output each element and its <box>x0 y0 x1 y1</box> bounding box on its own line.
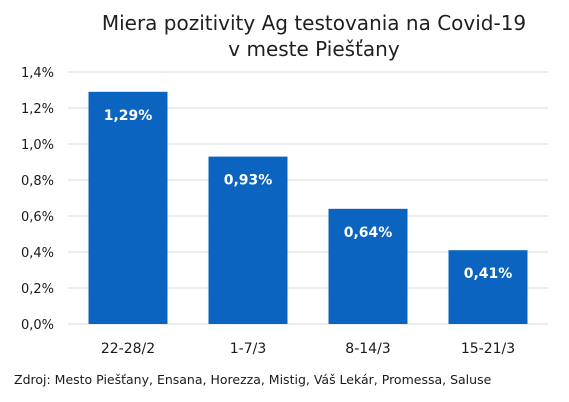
y-tick-label: 1,2% <box>21 102 54 117</box>
y-tick-label: 0,6% <box>21 210 54 225</box>
y-tick-label: 0,2% <box>21 282 54 297</box>
x-tick-label: 15-21/3 <box>461 341 515 357</box>
y-tick-label: 1,0% <box>21 138 54 153</box>
y-tick-label: 0,8% <box>21 174 54 189</box>
chart-title-line1: Miera pozitivity Ag testovania na Covid-… <box>101 11 527 35</box>
data-label: 0,93% <box>224 173 273 189</box>
data-label: 0,64% <box>344 225 393 241</box>
bar <box>328 208 408 324</box>
chart-subtitle: v meste Piešťany <box>228 37 400 61</box>
bar <box>448 250 528 324</box>
bar <box>88 91 168 324</box>
chart-title: Miera pozitivity Ag testovania na Covid-… <box>0 10 569 62</box>
data-label: 1,29% <box>104 108 153 124</box>
data-label: 0,41% <box>464 266 513 282</box>
x-tick-label: 22-28/2 <box>101 341 155 357</box>
y-tick-label: 1,4% <box>21 66 54 81</box>
bar <box>208 156 288 324</box>
x-tick-label: 1-7/3 <box>230 341 267 357</box>
x-tick-label: 8-14/3 <box>345 341 390 357</box>
source-note: Zdroj: Mesto Piešťany, Ensana, Horezza, … <box>14 372 492 387</box>
y-tick-label: 0,0% <box>21 318 54 333</box>
y-tick-label: 0,4% <box>21 246 54 261</box>
